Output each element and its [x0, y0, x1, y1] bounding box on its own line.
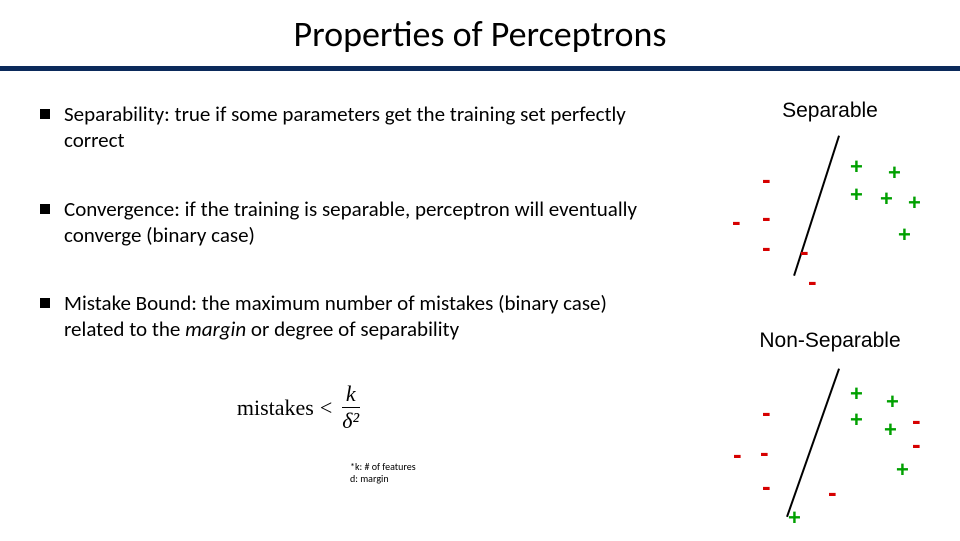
plus-symbol: + — [850, 184, 863, 206]
formula-lhs: mistakes — [237, 395, 314, 421]
bullet-marker-icon — [40, 109, 50, 119]
minus-symbol: - — [912, 431, 921, 457]
plus-symbol: + — [880, 188, 893, 210]
footnote: *k: # of features d: margin — [350, 461, 416, 485]
plus-symbol: + — [850, 156, 863, 178]
nonseparable-label: Non-Separable — [740, 329, 920, 353]
bullet-item: Convergence: if the training is separabl… — [40, 196, 640, 249]
minus-symbol: - — [828, 479, 837, 505]
plus-symbol: + — [908, 192, 921, 214]
minus-symbol: - — [733, 441, 742, 467]
bullet-text: Convergence: if the training is separabl… — [64, 196, 640, 249]
formula-denominator: δ² — [338, 408, 363, 434]
formula-block: mistakes < k δ² — [200, 381, 400, 434]
slide-title-block: Properties of Perceptrons — [0, 0, 960, 66]
content-area: Separability: true if some parameters ge… — [0, 71, 960, 541]
bullet-item: Separability: true if some parameters ge… — [40, 101, 640, 154]
minus-symbol: - — [808, 268, 817, 294]
plus-symbol: + — [788, 507, 801, 529]
formula: mistakes < k δ² — [237, 381, 363, 434]
formula-op: < — [320, 395, 332, 421]
plus-symbol: + — [898, 224, 911, 246]
minus-symbol: - — [762, 234, 771, 260]
nonseparable-diagram: -------++++++ — [700, 359, 930, 529]
bullet-item: Mistake Bound: the maximum number of mis… — [40, 290, 640, 343]
minus-symbol: - — [800, 238, 809, 264]
separable-diagram: ------++++++ — [700, 126, 930, 286]
separable-label: Separable — [760, 99, 900, 123]
slide-title: Properties of Perceptrons — [0, 12, 960, 56]
plus-symbol: + — [896, 459, 909, 481]
plus-symbol: + — [850, 383, 863, 405]
minus-symbol: - — [732, 208, 741, 234]
bullet-text: Mistake Bound: the maximum number of mis… — [64, 290, 640, 343]
minus-symbol: - — [762, 166, 771, 192]
formula-numerator: k — [342, 381, 360, 408]
minus-symbol: - — [760, 439, 769, 465]
plus-symbol: + — [886, 391, 899, 413]
minus-symbol: - — [762, 204, 771, 230]
bullet-list: Separability: true if some parameters ge… — [40, 101, 640, 385]
plus-symbol: + — [884, 419, 897, 441]
footnote-line: d: margin — [350, 473, 416, 485]
bullet-marker-icon — [40, 298, 50, 308]
plus-symbol: + — [888, 162, 901, 184]
bullet-text: Separability: true if some parameters ge… — [64, 101, 640, 154]
minus-symbol: - — [762, 473, 771, 499]
formula-fraction: k δ² — [338, 381, 363, 434]
bullet-marker-icon — [40, 204, 50, 214]
plus-symbol: + — [850, 409, 863, 431]
minus-symbol: - — [762, 399, 771, 425]
